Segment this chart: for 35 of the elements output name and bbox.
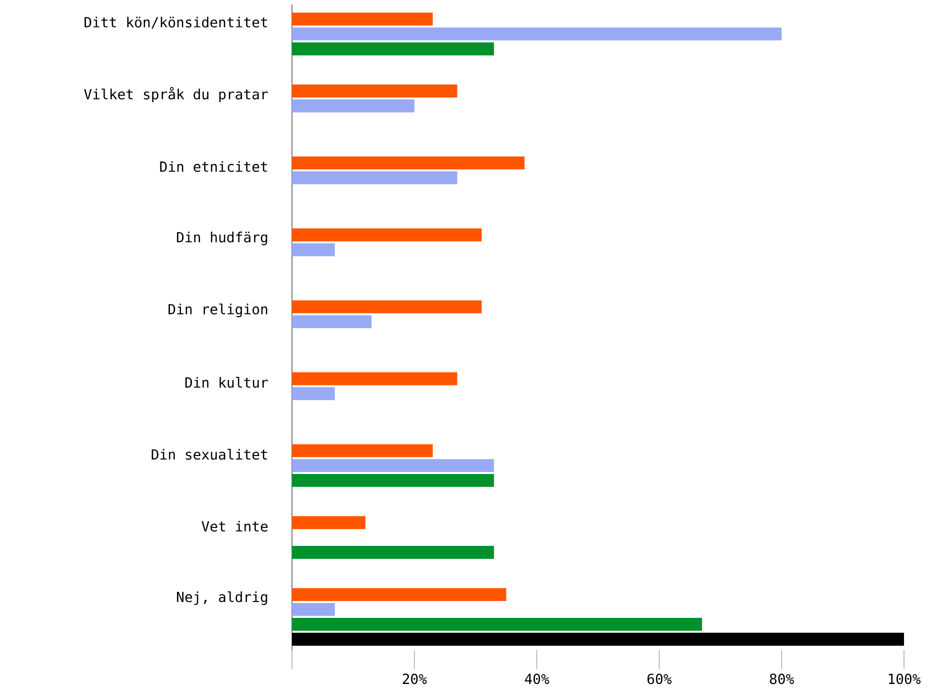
bar — [292, 228, 482, 242]
bar — [292, 315, 372, 328]
y-tick-label: Vilket språk du pratar — [84, 87, 268, 102]
bar — [292, 243, 335, 256]
bar — [292, 42, 494, 56]
bar — [292, 546, 494, 559]
y-tick-label: Din kultur — [185, 376, 268, 388]
bar — [292, 444, 433, 458]
bar — [292, 387, 335, 400]
y-tick-label: Din sexualitet — [152, 448, 268, 460]
bar — [292, 602, 335, 616]
y-tick-label: Ditt kön/könsidentitet — [84, 16, 268, 29]
bar — [292, 156, 525, 170]
x-tick-label: 80% — [770, 674, 794, 684]
bar — [292, 618, 702, 631]
x-tick-label: 20% — [402, 674, 427, 684]
y-tick-label: Nej, aldrig — [176, 591, 268, 605]
bar — [292, 588, 506, 602]
y-tick-label: Din hudfärg — [176, 232, 268, 246]
bar — [292, 516, 366, 530]
bar — [292, 12, 433, 26]
bar — [292, 459, 494, 472]
x-tick-label: 100% — [888, 674, 921, 684]
bar — [292, 99, 414, 112]
bar — [292, 84, 458, 98]
y-tick-label: Din etnicitet — [160, 161, 268, 172]
bar — [292, 300, 482, 314]
y-tick-label: Vet inte — [202, 520, 268, 532]
bar — [292, 171, 458, 184]
x-tick-label: 60% — [648, 674, 672, 684]
x-tick-label: 40% — [524, 674, 550, 684]
bar — [292, 474, 494, 487]
bar — [292, 27, 782, 40]
bar — [292, 372, 458, 386]
y-tick-label: Din religion — [168, 304, 268, 318]
